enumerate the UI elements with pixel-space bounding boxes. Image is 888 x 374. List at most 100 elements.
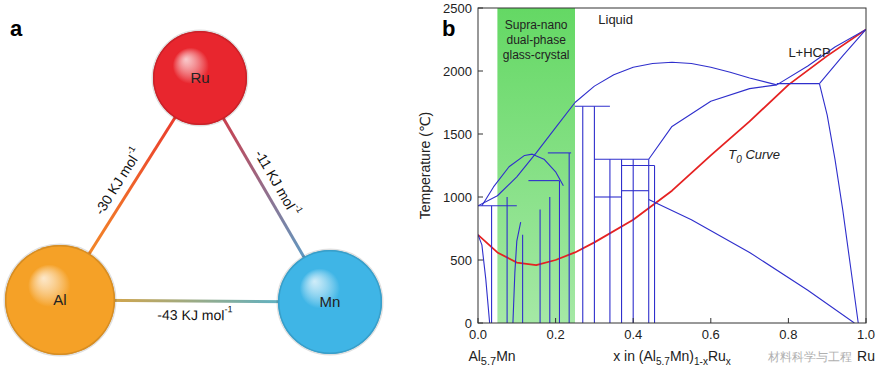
y-tick-label: 500 [450,253,472,268]
phase-boundary [582,106,583,323]
edge-unit-sup: -1 [293,203,306,215]
phase-boundary [621,159,622,323]
phase-boundary [482,154,563,206]
phase-boundary [559,181,560,323]
text-part: 5.7 [656,356,670,367]
edge-value: -43 [157,307,178,323]
node-base [153,31,247,125]
text-part: 材料科学与工程 [767,350,852,364]
phase-boundary [777,29,866,84]
y-tick [478,134,483,135]
phase-boundary [549,197,550,323]
phase-boundary [569,153,570,323]
text-part: Ru [857,348,875,364]
x-tick-label: 0.2 [547,327,565,342]
highlight-label: dual-phase [507,33,567,47]
liquid-label: Liquid [598,12,633,27]
highlight-label: Supra-nano [505,18,568,32]
text-part: x in (Al [613,348,656,364]
phase-boundary [575,106,610,107]
x-tick-label: 1.0 [857,327,875,342]
x-tick-label: 0.4 [624,327,642,342]
y-tick [478,323,483,324]
y-tick-label: 1000 [443,190,472,205]
highlight-group [497,8,575,323]
edge-value: -11 [252,147,276,172]
l-hcp-label: L+HCP [788,45,830,60]
phase-boundary [777,83,820,84]
highlight-region [497,8,575,323]
edge-unit: KJ mol [263,167,298,212]
edge-unit: KJ mol [182,307,225,323]
phase-boundary [528,180,559,181]
y-tick [478,8,483,9]
plot-frame [478,8,866,323]
phase-boundary [540,210,541,323]
x-end-label-left: Al5.7Mn [468,348,515,367]
phase-boundary [548,152,571,153]
x-tick [866,318,867,323]
watermark: 材料科学与工程 [767,350,852,364]
phase-boundary [654,166,655,324]
y-tick-label: 2000 [443,64,472,79]
edge-value: -30 [91,192,115,218]
node-sphere [5,245,115,355]
node-shade [5,245,115,355]
panel-label: b [442,16,455,41]
phase-boundary [507,197,508,323]
x-tick [478,318,479,323]
y-tick-label: 2500 [443,1,472,16]
nodes: Ru Al Mn [5,31,382,355]
x-end-label-right: Ru [857,348,875,364]
node-sphere [153,31,247,125]
node-sphere [278,250,382,354]
text-part: L+HCP [788,45,830,60]
phase-boundary [513,222,521,323]
edge-unit: KJ mol [104,152,140,197]
edge-label: -30KJ mol-1 [89,144,145,218]
text-part: Mn [496,348,515,364]
phase-boundary [594,196,621,197]
phase-boundary [478,103,575,206]
x-tick [633,318,634,323]
node-shade [278,250,382,354]
series-group [478,29,866,323]
text-part: Ru [708,348,726,364]
node-label: Mn [320,293,341,310]
x-tick [555,318,556,323]
phase-boundary [478,205,517,206]
panel-label: a [10,16,23,41]
phase-boundary [575,62,777,102]
phase-boundary [609,159,610,323]
phase-boundary [594,106,595,323]
phase-boundary [633,159,634,323]
node-label: Al [53,291,66,308]
figure: a-30KJ mol-1-11KJ mol-1-43KJ mol-1RuAlMn… [0,0,888,374]
phase-boundary [622,190,649,191]
x-tick-label: 0.0 [469,327,487,342]
x-tick [788,318,789,323]
t0-label: T0 Curve [728,147,780,165]
x-axis-label: x in (Al5.7Mn)1-xRux [613,348,731,367]
node-base [5,245,115,355]
edge-label: -43KJ mol-1 [157,304,232,324]
node-shade [153,31,247,125]
text-part: 1-x [694,356,708,367]
phase-boundary [522,235,523,323]
y-tick [478,71,483,72]
highlight-label: glass-crystal [503,48,570,62]
y-tick-label: 1500 [443,127,472,142]
x-tick [710,318,711,323]
phase-boundary [819,84,858,323]
text-part: Al [468,348,480,364]
y-axis-label: Temperature (℃) [417,112,433,220]
edge-unit-sup: -1 [125,144,138,156]
node-label: Ru [190,69,209,86]
phase-boundary [649,200,855,323]
text-part: x [726,356,731,367]
t0-curve [478,29,866,265]
edge-label: -11KJ mol-1 [252,145,306,219]
y-tick [478,197,483,198]
node-base [278,250,382,354]
x-tick-label: 0.8 [779,327,797,342]
